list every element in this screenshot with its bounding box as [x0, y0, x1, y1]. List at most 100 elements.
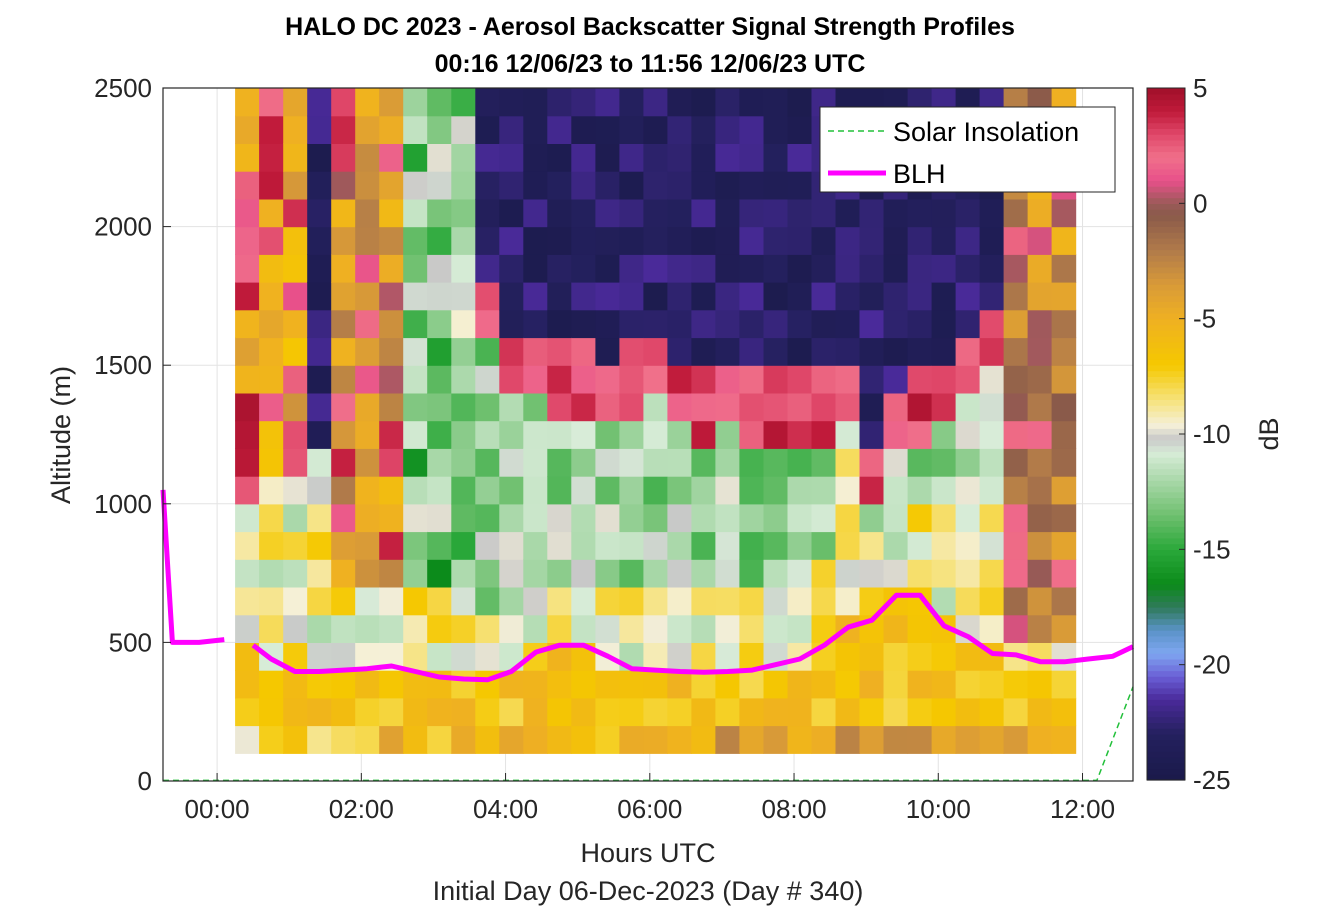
- heatmap-cell: [1027, 587, 1053, 616]
- heatmap-cell: [499, 531, 524, 560]
- legend[interactable]: Solar Insolation BLH: [819, 106, 1116, 193]
- heatmap-cell: [547, 531, 572, 560]
- heatmap-cell: [235, 531, 260, 560]
- heatmap-cell: [571, 725, 596, 754]
- heatmap-cell: [907, 559, 933, 588]
- heatmap-cell: [571, 115, 596, 144]
- heatmap-cell: [427, 171, 452, 200]
- heatmap-cell: [643, 670, 668, 699]
- heatmap-cell: [619, 226, 644, 255]
- heatmap-cell: [283, 309, 308, 339]
- heatmap-cell: [403, 642, 428, 671]
- heatmap-cell: [307, 254, 332, 283]
- heatmap-cell: [619, 309, 644, 339]
- colorbar-cell: [1147, 439, 1185, 447]
- heatmap-cell: [307, 587, 332, 616]
- heatmap-cell: [739, 725, 764, 754]
- heatmap-cell: [571, 670, 596, 699]
- heatmap-cell: [1051, 392, 1077, 422]
- heatmap-cell: [883, 642, 909, 671]
- colorbar-cell: [1147, 301, 1185, 308]
- colorbar-cell: [1147, 220, 1185, 227]
- heatmap-cell: [739, 198, 764, 228]
- heatmap-cell: [907, 725, 933, 754]
- heatmap-cell: [403, 143, 428, 172]
- heatmap-cell: [715, 171, 740, 200]
- heatmap-cell: [1051, 309, 1077, 339]
- heatmap-cell: [355, 254, 380, 283]
- heatmap-cell: [763, 171, 789, 200]
- heatmap-cell: [523, 614, 548, 643]
- colorbar-cell: [1147, 722, 1185, 729]
- heatmap-cell: [811, 725, 837, 754]
- colorbar-cell: [1147, 243, 1185, 251]
- heatmap-cell: [595, 559, 620, 588]
- heatmap-cell: [643, 420, 668, 449]
- colorbar-cell: [1147, 416, 1185, 424]
- heatmap-cell: [595, 198, 620, 228]
- heatmap-cell: [403, 559, 428, 588]
- colorbar-cell: [1147, 261, 1185, 268]
- heatmap-cell: [763, 309, 789, 339]
- colorbar-label: dB: [1254, 417, 1284, 450]
- heatmap-cell: [523, 587, 548, 616]
- heatmap-cell: [1051, 282, 1077, 311]
- heatmap-cell: [379, 670, 404, 699]
- heatmap-cell: [523, 503, 548, 533]
- heatmap-cell: [331, 448, 356, 477]
- heatmap-cell: [691, 587, 716, 616]
- heatmap-cell: [451, 476, 476, 505]
- heatmap-cell: [499, 559, 524, 588]
- heatmap-cell: [451, 171, 476, 200]
- heatmap-cell: [259, 143, 284, 172]
- colorbar-cell: [1147, 578, 1185, 585]
- heatmap-cell: [931, 337, 957, 366]
- heatmap-cell: [715, 254, 740, 283]
- colorbar-cell: [1147, 618, 1185, 625]
- heatmap-cell: [235, 365, 260, 394]
- heatmap-cell: [283, 725, 308, 754]
- heatmap-cell: [643, 725, 668, 754]
- heatmap-cell: [931, 448, 957, 477]
- heatmap-cell: [331, 365, 356, 394]
- colorbar-cell: [1147, 347, 1185, 354]
- y-tick-label: 2500: [94, 73, 152, 103]
- heatmap-cell: [787, 503, 813, 533]
- heatmap-cell: [547, 587, 572, 616]
- heatmap-cell: [355, 448, 380, 477]
- heatmap-cell: [331, 198, 356, 228]
- heatmap-cell: [427, 88, 452, 117]
- heatmap-cell: [1027, 725, 1053, 754]
- heatmap-cell: [1003, 614, 1029, 643]
- heatmap-cell: [259, 115, 284, 144]
- heatmap-cell: [1003, 309, 1029, 339]
- heatmap-cell: [1003, 531, 1029, 560]
- heatmap-cell: [1027, 642, 1053, 671]
- heatmap-cell: [619, 503, 644, 533]
- heatmap-cell: [979, 282, 1005, 311]
- heatmap-cell: [643, 143, 668, 172]
- colorbar-cell: [1147, 376, 1185, 383]
- heatmap-cell: [883, 559, 909, 588]
- colorbar-cell: [1147, 105, 1185, 112]
- heatmap-cell: [451, 587, 476, 616]
- heatmap-cell: [331, 420, 356, 449]
- heatmap-cell: [955, 198, 981, 228]
- heatmap-cell: [835, 226, 861, 255]
- colorbar-cell: [1147, 168, 1185, 176]
- heatmap-cell: [691, 226, 716, 255]
- heatmap-cell: [259, 476, 284, 505]
- heatmap-cell: [619, 143, 644, 172]
- heatmap-cell: [403, 587, 428, 616]
- heatmap-cell: [283, 337, 308, 366]
- heatmap-cell: [355, 171, 380, 200]
- heatmap-cell: [595, 476, 620, 505]
- x-tick-label: 10:00: [906, 794, 971, 824]
- heatmap-cell: [883, 198, 909, 228]
- heatmap-cell: [571, 448, 596, 477]
- heatmap-cell: [643, 531, 668, 560]
- heatmap-cell: [547, 448, 572, 477]
- colorbar-cell: [1147, 174, 1185, 181]
- heatmap-cell: [691, 198, 716, 228]
- heatmap-cell: [523, 420, 548, 449]
